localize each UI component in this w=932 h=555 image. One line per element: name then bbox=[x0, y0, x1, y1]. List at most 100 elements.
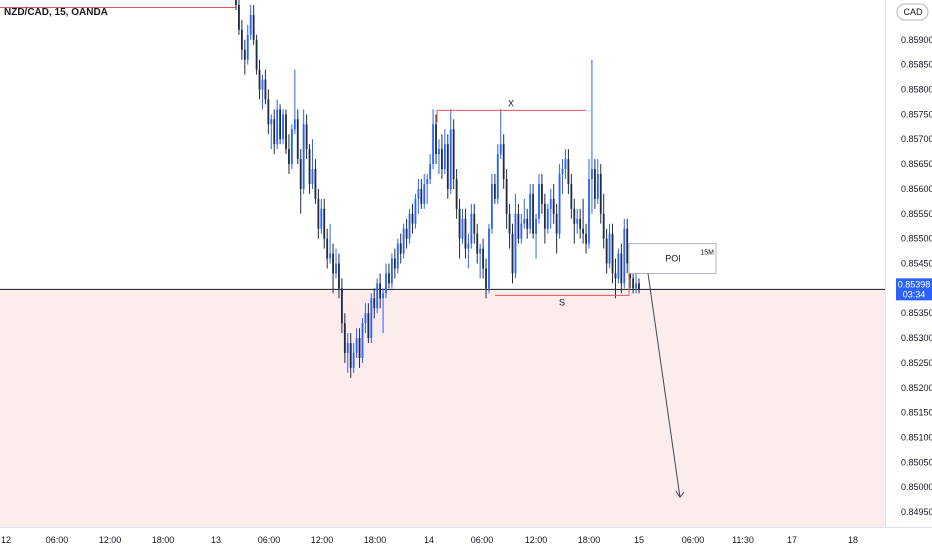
time-axis-label: 12:00 bbox=[99, 535, 122, 545]
candle-body bbox=[508, 213, 511, 234]
candle-body bbox=[335, 263, 337, 274]
candle-body bbox=[446, 144, 449, 189]
time-axis-label: 18 bbox=[848, 535, 858, 545]
candle-body bbox=[432, 124, 434, 165]
symbol-title: NZD/CAD, 15, OANDA bbox=[4, 7, 108, 18]
price-zone-shading bbox=[0, 289, 885, 527]
candle-body bbox=[455, 178, 458, 209]
price-axis-label: 0.85300 bbox=[901, 333, 932, 343]
candle-body bbox=[541, 183, 543, 204]
candle-body bbox=[367, 313, 370, 339]
candle-body bbox=[417, 188, 420, 199]
candle-body bbox=[329, 253, 332, 259]
candle-body bbox=[405, 228, 408, 239]
candle-body bbox=[376, 283, 379, 309]
candle-body bbox=[532, 193, 535, 234]
candle-body bbox=[505, 178, 508, 214]
candle-body bbox=[323, 208, 326, 239]
time-axis-label: 12:00 bbox=[525, 535, 548, 545]
candle-body bbox=[488, 228, 490, 289]
candle-body bbox=[235, 0, 237, 5]
candle-body bbox=[502, 144, 505, 179]
candle-body bbox=[476, 233, 479, 254]
candle-body bbox=[261, 79, 264, 90]
candle-body bbox=[626, 228, 629, 264]
candle-body bbox=[414, 198, 417, 224]
candle-body bbox=[452, 129, 455, 179]
candle-body bbox=[355, 338, 358, 353]
candle-body bbox=[617, 253, 620, 279]
candle-body bbox=[361, 323, 364, 358]
poi-box[interactable] bbox=[628, 243, 717, 274]
candle-body bbox=[402, 228, 405, 254]
candle-body bbox=[635, 283, 637, 289]
candle-body bbox=[558, 174, 561, 234]
candle-body bbox=[426, 178, 429, 184]
candle-body bbox=[373, 298, 376, 309]
candle-body bbox=[270, 119, 273, 125]
price-axis-label: 0.85850 bbox=[901, 60, 932, 70]
candle-body bbox=[399, 243, 402, 254]
price-axis-label: 0.85750 bbox=[901, 109, 932, 119]
candle-body bbox=[246, 34, 249, 60]
time-axis-label: 15 bbox=[634, 535, 644, 545]
candle-body bbox=[579, 218, 582, 229]
candle-body bbox=[308, 149, 311, 184]
candle-body bbox=[302, 124, 305, 189]
candle-body bbox=[593, 169, 596, 199]
s-level-label: S bbox=[559, 297, 565, 307]
price-axis-label: 0.85800 bbox=[901, 84, 932, 94]
price-axis[interactable]: 0.85900 0.85850 0.85800 0.85750 0.85700 0.856… bbox=[901, 35, 932, 517]
candle-body bbox=[258, 69, 261, 90]
projection-arrow-line[interactable] bbox=[647, 273, 681, 498]
candle-body bbox=[349, 343, 352, 368]
candle-body bbox=[470, 213, 473, 244]
candle-body bbox=[435, 124, 437, 155]
candle-body bbox=[549, 198, 552, 209]
candle-body bbox=[243, 49, 246, 60]
time-axis[interactable]: 12 06:00 12:00 18:00 13 06:00 12:00 18:00 14 06:0… bbox=[1, 535, 858, 545]
candle-body bbox=[273, 119, 276, 145]
candle-body bbox=[596, 174, 599, 199]
candle-body bbox=[567, 159, 570, 184]
candle-body bbox=[343, 323, 346, 353]
candle-body bbox=[564, 159, 567, 170]
poi-label: POI bbox=[665, 254, 681, 264]
candle-body bbox=[317, 198, 320, 229]
time-axis-label: 11:30 bbox=[732, 535, 754, 545]
candle-body bbox=[340, 288, 343, 324]
candle-body bbox=[429, 164, 432, 179]
candle-body bbox=[276, 109, 279, 145]
candle-body bbox=[511, 233, 514, 274]
candle-body bbox=[408, 213, 411, 239]
candle-body bbox=[543, 203, 546, 229]
candle-body bbox=[238, 4, 240, 30]
candle-body bbox=[473, 213, 476, 234]
candle-body bbox=[485, 268, 487, 289]
candle-body bbox=[240, 29, 243, 50]
candle-body bbox=[552, 198, 555, 214]
candle-body bbox=[526, 218, 529, 229]
time-axis-label: 06:00 bbox=[258, 535, 281, 545]
candle-body bbox=[467, 243, 470, 249]
candle-body bbox=[591, 169, 593, 179]
time-axis-label: 06:00 bbox=[471, 535, 494, 545]
currency-badge[interactable]: CAD bbox=[896, 3, 929, 21]
candle-body bbox=[379, 283, 382, 299]
candle-body bbox=[346, 343, 349, 353]
candle-body bbox=[582, 228, 585, 234]
candle-body bbox=[570, 183, 573, 209]
candle-body bbox=[517, 213, 520, 239]
currency-label: CAD bbox=[903, 7, 923, 17]
time-axis-label: 12 bbox=[1, 535, 11, 545]
candle-body bbox=[299, 159, 302, 189]
candle-body bbox=[458, 208, 461, 239]
time-axis-label: 06:00 bbox=[46, 535, 69, 545]
time-axis-label: 18:00 bbox=[578, 535, 601, 545]
time-axis-label: 18:00 bbox=[152, 535, 175, 545]
candle-body bbox=[514, 213, 517, 274]
candle-body bbox=[282, 114, 284, 140]
time-axis-label: 12:00 bbox=[311, 535, 334, 545]
